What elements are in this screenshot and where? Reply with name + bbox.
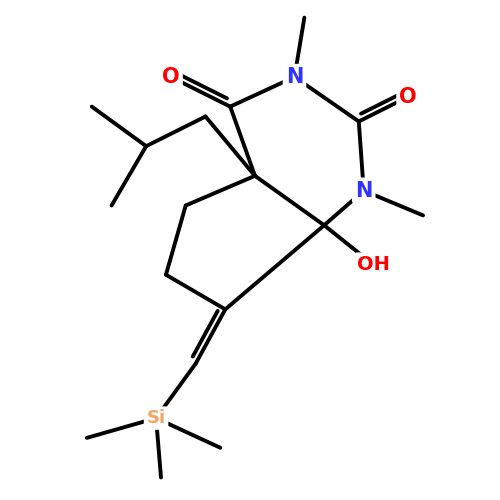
Text: Si: Si [146, 409, 166, 427]
Text: N: N [355, 180, 372, 201]
Text: O: O [162, 67, 180, 87]
Text: O: O [400, 86, 417, 106]
Text: N: N [286, 67, 303, 87]
Text: OH: OH [357, 256, 390, 274]
